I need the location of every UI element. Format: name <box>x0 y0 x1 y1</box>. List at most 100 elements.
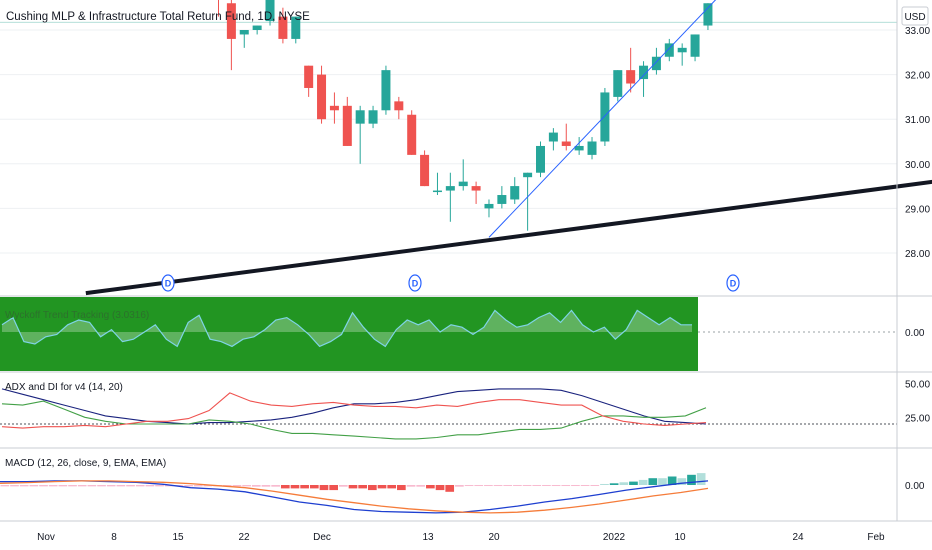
chart-title: Cushing MLP & Infrastructure Total Retur… <box>6 11 310 23</box>
macd-histogram-bar <box>338 485 348 487</box>
macd-histogram-bar <box>571 485 580 487</box>
candles-layer <box>218 0 713 231</box>
candle-body <box>368 110 378 124</box>
macd-histogram-bar <box>261 485 271 487</box>
candle <box>600 87 610 146</box>
drawings-layer[interactable] <box>85 0 932 296</box>
candle-body <box>626 70 636 84</box>
candle-body <box>497 195 507 204</box>
candle-body <box>252 25 262 30</box>
grid-layer <box>0 21 897 254</box>
candle-body <box>548 132 558 142</box>
time-tick-label: Nov <box>37 532 55 543</box>
macd-histogram-bar <box>58 485 68 487</box>
candle-body <box>394 101 404 111</box>
candle-body <box>317 74 327 120</box>
price-tick-label: 30.00 <box>905 160 930 171</box>
macd-histogram-bar <box>126 485 135 487</box>
candle <box>239 30 249 48</box>
candle-body <box>587 141 597 155</box>
macd-histogram-bar <box>155 485 164 487</box>
macd-histogram-bar <box>232 485 242 487</box>
candle-body <box>458 181 468 187</box>
candle <box>523 172 533 231</box>
time-tick-label: 24 <box>792 532 804 543</box>
macd-histogram-bar <box>0 485 10 487</box>
price-tick-label: 31.00 <box>905 115 930 126</box>
candle <box>407 110 417 155</box>
candle <box>381 65 391 115</box>
macd-histogram-bar <box>435 485 445 491</box>
macd-histogram-bar <box>309 485 319 489</box>
candle <box>458 159 468 191</box>
candle-body <box>291 16 301 39</box>
adx-tick-label: 25.00 <box>905 413 930 424</box>
macd-histogram-bar <box>406 485 416 487</box>
macd-histogram-bar <box>222 485 232 487</box>
candle-body <box>265 0 275 22</box>
macd-histogram-bar <box>532 485 542 486</box>
macd-histogram-bar <box>377 485 387 489</box>
macd-histogram-bar <box>619 482 629 485</box>
candle <box>471 181 481 204</box>
macd-histogram-bar <box>522 485 532 486</box>
currency-label: USD <box>904 12 925 23</box>
candle <box>664 38 674 62</box>
support-trendline[interactable] <box>85 174 932 296</box>
macd-histogram-bar <box>29 485 39 487</box>
dividend-marker[interactable]: D <box>408 274 422 292</box>
macd-histogram-bar <box>135 485 145 487</box>
macd-histogram-bar <box>484 485 493 487</box>
channel-trendline[interactable] <box>488 0 721 238</box>
candle-body <box>278 16 288 39</box>
macd-histogram-bar <box>358 485 368 489</box>
macd-pane <box>0 473 709 514</box>
macd-histogram-bar <box>561 485 571 487</box>
price-axis[interactable]: 33.00 32.00 31.00 30.00 29.00 28.00 0.00 50.00 2… <box>905 26 930 492</box>
candle <box>484 199 494 218</box>
candle-body <box>510 186 520 200</box>
time-tick-label: 2022 <box>603 532 626 543</box>
macd-histogram-bar <box>503 485 513 486</box>
wyckoff-pane <box>0 297 897 371</box>
macd-histogram-bar <box>19 485 29 487</box>
macd-histogram-bar <box>609 483 619 485</box>
time-tick-label: 22 <box>238 532 250 543</box>
macd-histogram-bar <box>590 485 600 486</box>
time-axis[interactable]: Nov 8 15 22 Dec 13 20 2022 10 24 Feb <box>37 532 885 543</box>
candle-body <box>523 172 533 178</box>
price-tick-label: 33.00 <box>905 26 930 37</box>
macd-histogram-bar <box>77 485 87 487</box>
macd-histogram-bar <box>658 478 667 485</box>
macd-signal-line <box>0 480 709 514</box>
macd-histogram-bar <box>551 485 561 487</box>
candle <box>317 65 327 124</box>
candle-body <box>561 141 571 146</box>
candle-body <box>677 47 687 53</box>
candle <box>497 186 507 209</box>
dividend-marker-circle <box>726 274 740 292</box>
dividend-marker-label: D <box>165 279 172 289</box>
currency-badge[interactable] <box>901 6 929 26</box>
adx-label: ADX and DI for v4 (14, 20) <box>5 382 123 393</box>
macd-histogram-bar <box>387 485 397 489</box>
time-tick-label: 13 <box>422 532 434 543</box>
pane-separators <box>0 0 932 522</box>
adx-tick-label: 50.00 <box>905 380 930 391</box>
macd-histogram-bar <box>455 485 464 487</box>
macd-histogram-bar <box>145 485 155 487</box>
candle-body <box>664 43 674 57</box>
candle <box>394 96 404 120</box>
candle <box>218 0 219 17</box>
dividend-marker[interactable]: D <box>161 274 175 292</box>
price-tick-label: 32.00 <box>905 71 930 82</box>
macd-histogram-bar <box>68 485 77 487</box>
candle <box>226 0 236 71</box>
candle <box>342 96 352 146</box>
macd-histogram-bar <box>416 485 426 487</box>
dividend-marker[interactable]: D <box>726 274 740 292</box>
candle <box>510 177 520 204</box>
macd-line <box>0 480 709 514</box>
